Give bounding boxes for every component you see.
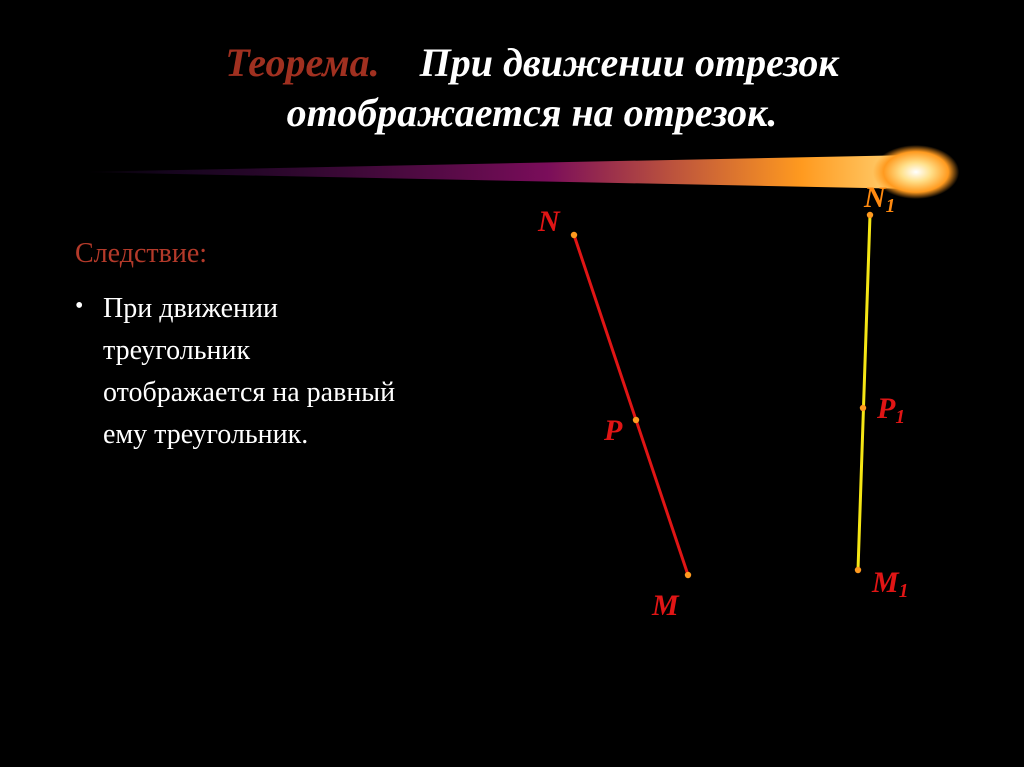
- segment-n1m1: [858, 215, 870, 570]
- point-label-M1: M1: [872, 566, 908, 600]
- title-space: [390, 40, 410, 85]
- segment-nm: [574, 235, 688, 575]
- title-theorem-word: Теорема.: [225, 40, 379, 85]
- corollary-heading: Следствие:: [75, 238, 207, 270]
- point-P1: [860, 405, 866, 411]
- point-N: [571, 232, 577, 238]
- slide-title: Теорема. При движении отрезок отображает…: [100, 38, 964, 138]
- point-label-P1: P1: [877, 392, 905, 426]
- point-P: [633, 417, 639, 423]
- point-label-N: N: [538, 205, 560, 239]
- point-M: [685, 572, 691, 578]
- comet-tail: [80, 155, 929, 189]
- point-label-M: M: [652, 589, 679, 623]
- corollary-bullet-row: • При движении треугольник отображается …: [75, 288, 415, 456]
- corollary-text: При движении треугольник отображается на…: [103, 288, 415, 456]
- point-label-P: P: [604, 414, 622, 448]
- bullet-dot-icon: •: [75, 288, 103, 324]
- point-M1: [855, 567, 861, 573]
- point-label-N1: N1: [864, 181, 895, 215]
